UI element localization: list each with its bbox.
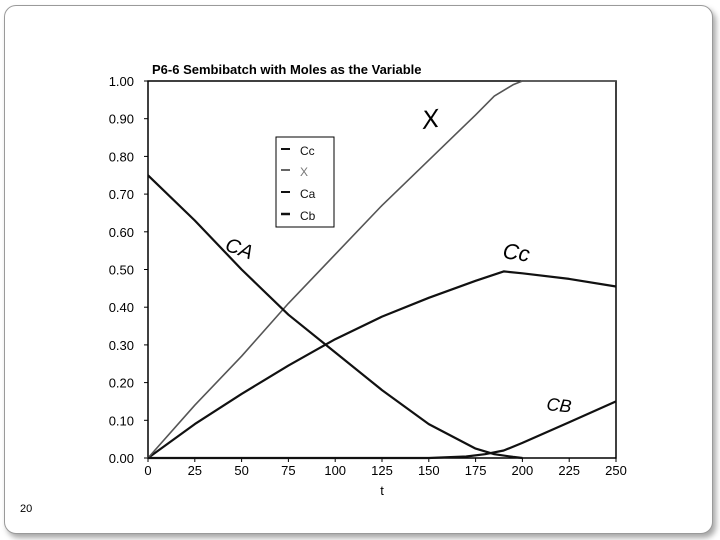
legend-item-x: X (281, 165, 308, 179)
plot-area (147, 80, 617, 459)
y-tick-label: 0.70 (109, 187, 134, 202)
x-tick-label: 0 (144, 463, 151, 478)
x-tick-label: 175 (465, 463, 487, 478)
y-tick-label: 0.40 (109, 300, 134, 315)
annotations: X CA Cc CB (222, 103, 572, 417)
legend: Cc X Ca Cb (275, 136, 335, 228)
y-tick-label: 0.50 (109, 263, 134, 278)
x-tick-label: 200 (512, 463, 534, 478)
legend-label-cc: Cc (300, 144, 315, 158)
x-axis-label: t (380, 483, 384, 498)
legend-item-cb: Cb (281, 209, 316, 223)
annotation-x: X (419, 103, 443, 135)
y-axis-ticks: 0.00 0.10 0.20 0.30 0.40 0.50 0.60 0.70 0.80 0.90… (109, 74, 148, 466)
legend-label-ca: Ca (300, 187, 316, 201)
x-axis-ticks: 0 25 50 75 100 125 150 175 200 225 250 (144, 458, 627, 478)
series-line-ca (147, 174, 523, 460)
x-tick-label: 250 (605, 463, 627, 478)
x-tick-label: 100 (324, 463, 346, 478)
page-number: 20 (20, 503, 33, 515)
legend-label-x: X (300, 165, 308, 179)
y-tick-label: 1.00 (109, 74, 134, 89)
x-tick-label: 50 (234, 463, 248, 478)
series-line-x (147, 80, 616, 459)
x-tick-label: 150 (418, 463, 440, 478)
annotation-cb: CB (546, 394, 573, 417)
legend-box (275, 136, 335, 228)
x-tick-label: 25 (188, 463, 202, 478)
y-tick-label: 0.60 (109, 225, 134, 240)
y-tick-label: 0.80 (109, 149, 134, 164)
y-tick-label: 0.10 (109, 413, 134, 428)
x-tick-label: 125 (371, 463, 393, 478)
legend-item-ca: Ca (281, 187, 316, 201)
x-tick-label: 225 (558, 463, 580, 478)
x-tick-label: 75 (281, 463, 295, 478)
legend-label-cb: Cb (300, 209, 316, 223)
series-layer (147, 80, 617, 460)
chart-title: P6-6 Sembibatch with Moles as the Variab… (152, 62, 421, 77)
series-line-cb (148, 400, 617, 460)
annotation-cc: Cc (501, 238, 531, 266)
y-tick-label: 0.90 (109, 112, 134, 127)
y-tick-label: 0.30 (109, 338, 134, 353)
y-tick-label: 0.20 (109, 376, 134, 391)
series-line-cc (147, 270, 617, 459)
legend-item-cc: Cc (281, 144, 315, 158)
y-tick-label: 0.00 (109, 451, 134, 466)
